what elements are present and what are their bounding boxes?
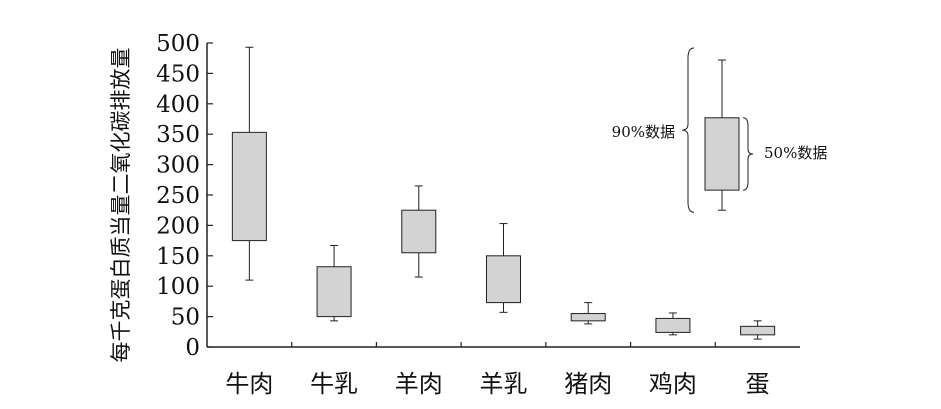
boxes [231, 46, 776, 340]
x-tick-label: 蛋 [746, 370, 770, 398]
y-tick-label: 0 [185, 335, 200, 361]
x-tick-label: 鸡肉 [649, 370, 697, 398]
y-ticks: 0 50 100 150 200 250 300 350 400 450 500 [156, 31, 213, 361]
legend-example-box [704, 59, 740, 211]
x-tick-labels: 牛肉 牛乳 羊肉 羊乳 猪肉 鸡肉 蛋 [225, 370, 769, 398]
y-tick-label: 450 [156, 61, 200, 87]
y-tick-label: 100 [156, 274, 200, 300]
y-tick-label: 50 [171, 305, 200, 331]
box-rect [570, 313, 606, 322]
x-tick-label: 牛肉 [225, 370, 273, 398]
box-3 [401, 185, 437, 278]
box-rect [655, 317, 691, 333]
x-tick-label: 牛乳 [310, 370, 358, 398]
y-tick-label: 350 [156, 122, 200, 148]
y-axis-label: 每千克蛋白质当量二氧化碳排放量 [109, 48, 133, 363]
box-rect [316, 266, 352, 318]
legend: 90%数据 50%数据 [612, 47, 827, 213]
box-rect [486, 255, 521, 304]
box-2 [316, 244, 352, 322]
legend-brace-50 [742, 117, 754, 191]
legend-label-50: 50%数据 [764, 144, 827, 162]
y-tick-label: 150 [156, 244, 200, 270]
y-tick-label: 250 [156, 183, 200, 209]
y-tick-label: 500 [156, 31, 200, 57]
box-7 [740, 320, 776, 340]
box-rect [231, 131, 267, 242]
box-rect [704, 117, 740, 191]
box-4 [486, 223, 521, 313]
y-tick-label: 200 [156, 213, 200, 239]
x-tick-label: 猪肉 [564, 370, 612, 398]
y-tick-label: 400 [156, 92, 200, 118]
box-5 [570, 302, 606, 325]
legend-label-90: 90%数据 [612, 123, 675, 141]
y-tick-label: 300 [156, 153, 200, 179]
box-1 [231, 46, 267, 281]
x-tick-label: 羊肉 [395, 370, 443, 398]
x-tick-label: 羊乳 [480, 370, 528, 398]
box-rect [401, 209, 437, 254]
legend-brace-90 [681, 47, 695, 213]
box-rect [740, 325, 776, 336]
box-6 [655, 312, 691, 336]
